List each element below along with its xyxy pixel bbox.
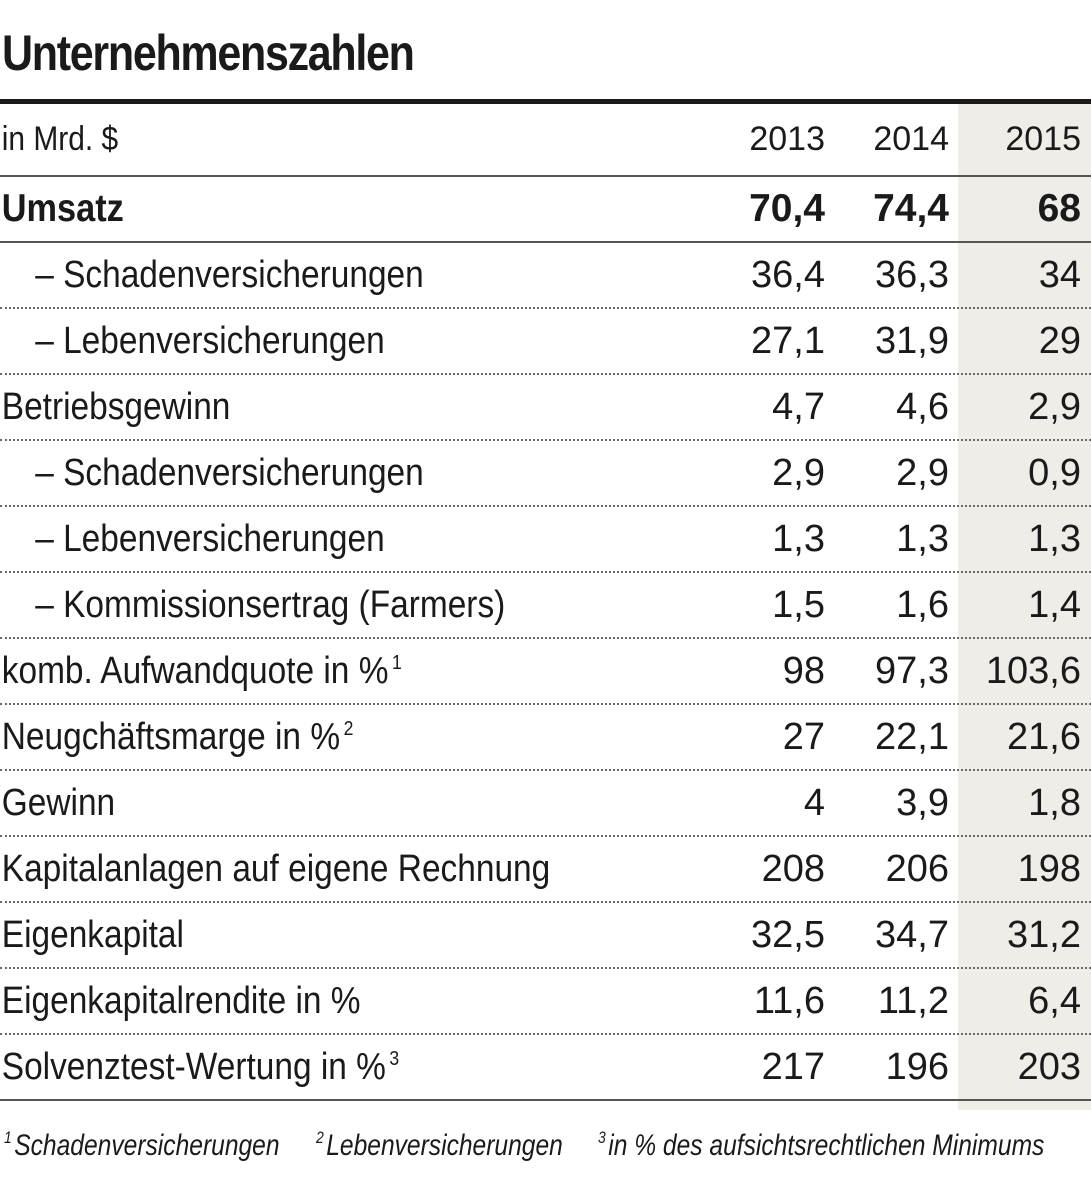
- data-table: in Mrd. $ 2013 2014 2015 Umsatz 70,4 74,…: [0, 104, 1091, 1101]
- cell-2015: 1,4: [1028, 583, 1081, 626]
- row-label: – Schadenversicherungen: [35, 451, 424, 494]
- cell-2015: 1,3: [1028, 517, 1081, 560]
- footnote-mark: 2: [343, 717, 354, 740]
- cell-2014: 11,2: [877, 979, 949, 1022]
- table-row: Eigenkapital 32,5 34,7 31,2: [0, 903, 1091, 969]
- cell-2013: 98: [782, 649, 825, 692]
- table-row: – Schadenversicherungen 36,4 36,3 34: [0, 243, 1091, 309]
- row-label: Eigenkapitalrendite in %: [1, 979, 361, 1022]
- cell-2014: 36,3: [875, 253, 949, 296]
- footnote-1: 1Schadenversicherungen: [4, 1128, 280, 1163]
- table-row: Gewinn 4 3,9 1,8: [0, 771, 1091, 837]
- cell-2015: 34: [1038, 253, 1081, 296]
- footnote-2: 2Lebenversicherungen: [316, 1128, 563, 1163]
- cell-2014: 1,3: [896, 517, 949, 560]
- footnote-mark: 2: [316, 1128, 324, 1147]
- column-header-2015: 2015: [1005, 120, 1081, 158]
- footnote-3: 3in % des aufsichtsrechtlichen Minimums: [598, 1128, 1044, 1163]
- row-label: Betriebsgewinn: [1, 385, 231, 428]
- row-label: – Schadenversicherungen: [35, 253, 424, 296]
- cell-2013: 32,5: [751, 913, 825, 956]
- cell-2015: 1,8: [1028, 781, 1081, 824]
- cell-2014: 3,9: [896, 781, 949, 824]
- cell-2014: 2,9: [896, 451, 949, 494]
- table-row: – Lebenversicherungen 27,1 31,9 29: [0, 309, 1091, 375]
- row-label: komb. Aufwandquote in % 1: [1, 649, 402, 692]
- cell-2014: 97,3: [875, 649, 949, 692]
- column-header-2014: 2014: [873, 120, 949, 158]
- footnote-mark: 3: [389, 1047, 400, 1070]
- footnotes: 1Schadenversicherungen 2Lebenversicherun…: [4, 1128, 1091, 1172]
- row-label: – Kommissionsertrag (Farmers): [35, 583, 506, 626]
- cell-2015: 0,9: [1028, 451, 1081, 494]
- row-label: Neugchäftsmarge in % 2: [1, 715, 354, 758]
- row-label: Gewinn: [1, 781, 116, 824]
- cell-2013: 217: [761, 1045, 825, 1088]
- cell-2014: 34,7: [875, 913, 949, 956]
- cell-2015: 31,2: [1007, 913, 1081, 956]
- cell-2014: 74,4: [873, 187, 949, 230]
- cell-2015: 6,4: [1028, 979, 1081, 1022]
- cell-2015: 29: [1038, 319, 1081, 362]
- cell-2015: 2,9: [1028, 385, 1081, 428]
- cell-2013: 4: [803, 781, 825, 824]
- cell-2015: 21,6: [1007, 715, 1081, 758]
- cell-2015: 198: [1017, 847, 1081, 890]
- footnote-text: Lebenversicherungen: [326, 1129, 563, 1162]
- row-label: Umsatz: [1, 187, 124, 230]
- row-label: Solvenztest-Wertung in % 3: [1, 1045, 400, 1088]
- unit-label: in Mrd. $: [1, 120, 119, 158]
- cell-2013: 208: [761, 847, 825, 890]
- cell-2015: 203: [1017, 1045, 1081, 1088]
- cell-2013: 27,1: [751, 319, 825, 362]
- cell-2014: 22,1: [875, 715, 949, 758]
- cell-2014: 31,9: [875, 319, 949, 362]
- table-row: komb. Aufwandquote in % 1 98 97,3 103,6: [0, 639, 1091, 705]
- table-row: – Kommissionsertrag (Farmers) 1,5 1,6 1,…: [0, 573, 1091, 639]
- row-label: Kapitalanlagen auf eigene Rechnung: [1, 847, 551, 890]
- table-header-row: in Mrd. $ 2013 2014 2015: [0, 104, 1091, 177]
- footnote-mark: 1: [391, 651, 402, 674]
- table-row: – Schadenversicherungen 2,9 2,9 0,9: [0, 441, 1091, 507]
- table-row: Solvenztest-Wertung in % 3 217 196 203: [0, 1035, 1091, 1101]
- cell-2014: 206: [885, 847, 949, 890]
- column-header-2013: 2013: [749, 120, 825, 158]
- cell-2013: 11,6: [753, 979, 825, 1022]
- cell-2014: 4,6: [896, 385, 949, 428]
- cell-2013: 4,7: [772, 385, 825, 428]
- row-label: – Lebenversicherungen: [35, 517, 385, 560]
- cell-2015: 103,6: [985, 649, 1081, 692]
- footnote-text: Schadenversicherungen: [14, 1129, 280, 1162]
- table-row: Betriebsgewinn 4,7 4,6 2,9: [0, 375, 1091, 441]
- cell-2013: 1,5: [772, 583, 825, 626]
- cell-2014: 196: [885, 1045, 949, 1088]
- top-rule: [0, 99, 1091, 104]
- cell-2014: 1,6: [896, 583, 949, 626]
- footnote-mark: 3: [598, 1128, 606, 1147]
- cell-2013: 27: [782, 715, 825, 758]
- cell-2013: 70,4: [749, 187, 825, 230]
- table-row: Umsatz 70,4 74,4 68: [0, 177, 1091, 243]
- table-row: Eigenkapitalrendite in % 11,6 11,2 6,4: [0, 969, 1091, 1035]
- table-row: – Lebenversicherungen 1,3 1,3 1,3: [0, 507, 1091, 573]
- chart-title: Unternehmenszahlen: [2, 25, 415, 81]
- row-label: – Lebenversicherungen: [35, 319, 385, 362]
- highlight-column-2015: [958, 104, 1091, 1110]
- row-label: Eigenkapital: [1, 913, 184, 956]
- cell-2013: 2,9: [772, 451, 825, 494]
- cell-2013: 36,4: [751, 253, 825, 296]
- footnote-text: in % des aufsichtsrechtlichen Minimums: [608, 1129, 1045, 1162]
- footnote-mark: 1: [4, 1128, 12, 1147]
- cell-2015: 68: [1037, 187, 1081, 230]
- cell-2013: 1,3: [772, 517, 825, 560]
- table-row: Neugchäftsmarge in % 2 27 22,1 21,6: [0, 705, 1091, 771]
- table-row: Kapitalanlagen auf eigene Rechnung 208 2…: [0, 837, 1091, 903]
